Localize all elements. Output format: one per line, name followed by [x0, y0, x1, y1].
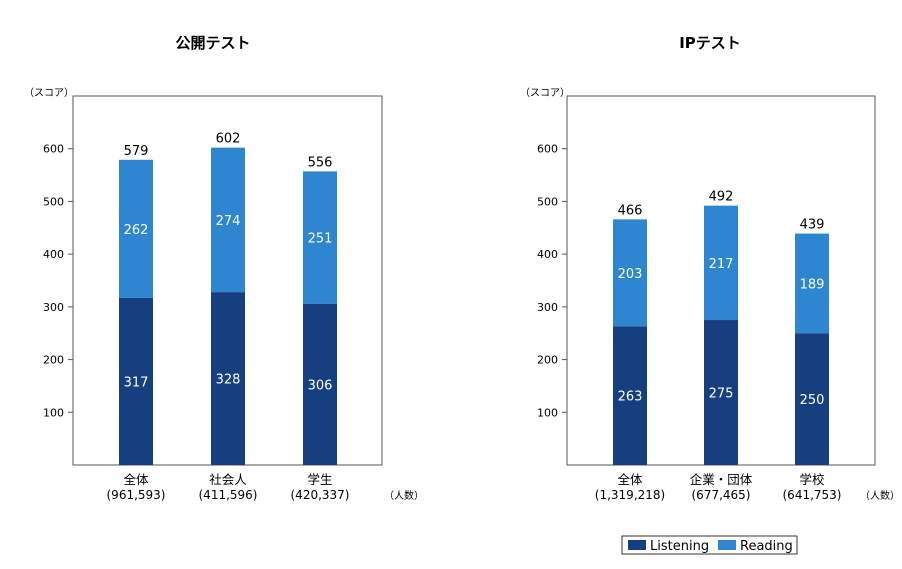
- y-tick-label: 200: [537, 354, 558, 367]
- bar-listening: [795, 333, 829, 465]
- legend-box: [621, 535, 798, 555]
- count-unit-label: （人数）: [860, 489, 900, 502]
- chart-title: 公開テスト: [175, 34, 250, 52]
- chart-panel-1: 公開テスト（スコア）100200300400500600317262579全体(…: [24, 34, 424, 502]
- bar-reading: [704, 205, 738, 321]
- x-category-count: (411,596): [199, 488, 258, 502]
- data-label-reading: 217: [709, 257, 734, 272]
- data-label-total: 492: [709, 190, 734, 205]
- bar-reading: [795, 233, 829, 334]
- x-category-label: 全体: [123, 472, 149, 487]
- bar-reading: [119, 159, 153, 298]
- data-label-reading: 189: [800, 277, 825, 292]
- data-label-total: 466: [618, 203, 643, 218]
- bar-listening: [704, 320, 738, 465]
- chart-panel-2: IPテスト（スコア）100200300400500600263203466全体(…: [520, 34, 900, 502]
- legend-swatch-listening: [628, 540, 646, 550]
- y-tick-label: 300: [537, 301, 558, 314]
- data-label-listening: 306: [308, 378, 333, 393]
- y-tick-label: 600: [537, 143, 558, 156]
- data-label-total: 439: [800, 218, 825, 233]
- data-label-reading: 203: [618, 267, 643, 282]
- y-axis-unit-label: （スコア）: [520, 87, 570, 99]
- x-category-count: (677,465): [692, 488, 751, 502]
- x-category-count: (420,337): [291, 488, 350, 502]
- legend-label-listening: Listening: [650, 539, 709, 554]
- data-label-listening: 317: [124, 375, 149, 390]
- x-category-label: 全体: [617, 472, 643, 487]
- bar-reading: [303, 171, 337, 304]
- data-label-reading: 274: [216, 214, 241, 229]
- data-label-listening: 250: [800, 393, 825, 408]
- x-category-count: (641,753): [783, 488, 842, 502]
- y-tick-label: 100: [537, 406, 558, 419]
- data-label-total: 579: [124, 144, 149, 159]
- y-tick-label: 400: [537, 248, 558, 261]
- bar-listening: [303, 303, 337, 465]
- y-tick-label: 200: [43, 354, 64, 367]
- legend: Listening Reading: [621, 535, 798, 555]
- legend-swatch-reading: [718, 540, 736, 550]
- data-label-listening: 328: [216, 373, 241, 388]
- bar-listening: [211, 292, 245, 465]
- y-tick-label: 100: [43, 406, 64, 419]
- x-category-label: 学校: [799, 472, 825, 487]
- legend-label-reading: Reading: [740, 539, 793, 554]
- x-category-count: (961,593): [107, 488, 166, 502]
- bar-listening: [613, 326, 647, 465]
- data-label-listening: 263: [618, 390, 643, 405]
- data-label-reading: 251: [308, 232, 333, 247]
- data-label-total: 602: [216, 132, 241, 147]
- y-tick-label: 500: [537, 195, 558, 208]
- bar-reading: [613, 219, 647, 327]
- y-axis-unit-label: （スコア）: [24, 87, 74, 99]
- x-category-label: 社会人: [209, 472, 247, 487]
- bar-listening: [119, 297, 153, 465]
- y-tick-label: 400: [43, 248, 64, 261]
- data-label-total: 556: [308, 155, 333, 170]
- x-category-label: 企業・団体: [690, 472, 753, 487]
- count-unit-label: （人数）: [384, 489, 424, 502]
- x-category-count: (1,319,218): [595, 488, 665, 502]
- data-label-listening: 275: [709, 387, 734, 402]
- data-label-reading: 262: [124, 223, 149, 238]
- y-tick-label: 600: [43, 143, 64, 156]
- x-category-label: 学生: [307, 472, 332, 487]
- chart-title: IPテスト: [679, 34, 741, 52]
- bar-reading: [211, 147, 245, 293]
- y-tick-label: 500: [43, 195, 64, 208]
- y-tick-label: 300: [43, 301, 64, 314]
